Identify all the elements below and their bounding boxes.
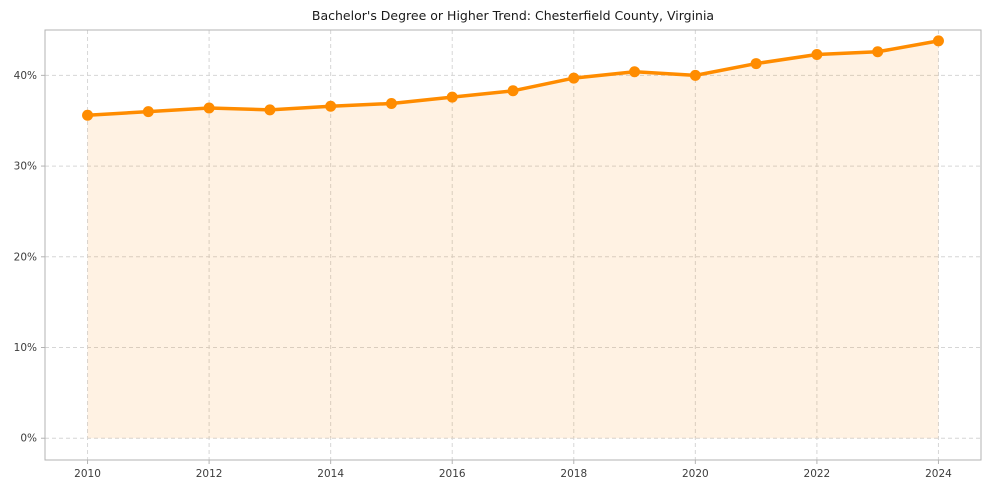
- data-point-2018: [568, 72, 580, 84]
- data-point-2021: [750, 58, 762, 70]
- data-point-2022: [811, 48, 823, 60]
- data-point-2012: [203, 102, 215, 114]
- x-tick-label: 2012: [196, 468, 223, 480]
- x-tick-label: 2016: [439, 468, 466, 480]
- y-tick-label: 40%: [14, 70, 37, 82]
- chart-title: Bachelor's Degree or Higher Trend: Chest…: [311, 8, 715, 23]
- data-point-2011: [142, 106, 154, 118]
- y-tick-label: 20%: [14, 251, 37, 263]
- data-point-2015: [385, 97, 397, 109]
- data-point-2023: [872, 46, 884, 58]
- plot-border: [44, 29, 982, 461]
- data-point-2016: [446, 91, 458, 103]
- y-tick-label: 0%: [20, 433, 37, 445]
- x-tick-label: 2020: [682, 468, 709, 480]
- data-point-2019: [629, 66, 641, 78]
- x-tick-label: 2022: [804, 468, 831, 480]
- x-tick-label: 2014: [317, 468, 344, 480]
- data-point-2013: [264, 104, 276, 116]
- x-tick-label: 2018: [560, 468, 587, 480]
- data-point-2020: [689, 69, 701, 81]
- data-point-2024: [932, 35, 944, 47]
- y-tick-label: 10%: [14, 342, 37, 354]
- area-fill: [87, 40, 939, 439]
- y-tick-label: 30%: [14, 161, 37, 173]
- data-point-2017: [507, 85, 519, 97]
- x-tick-label: 2024: [925, 468, 952, 480]
- data-point-2010: [82, 109, 94, 121]
- data-point-2014: [325, 100, 337, 112]
- x-tick-label: 2010: [74, 468, 101, 480]
